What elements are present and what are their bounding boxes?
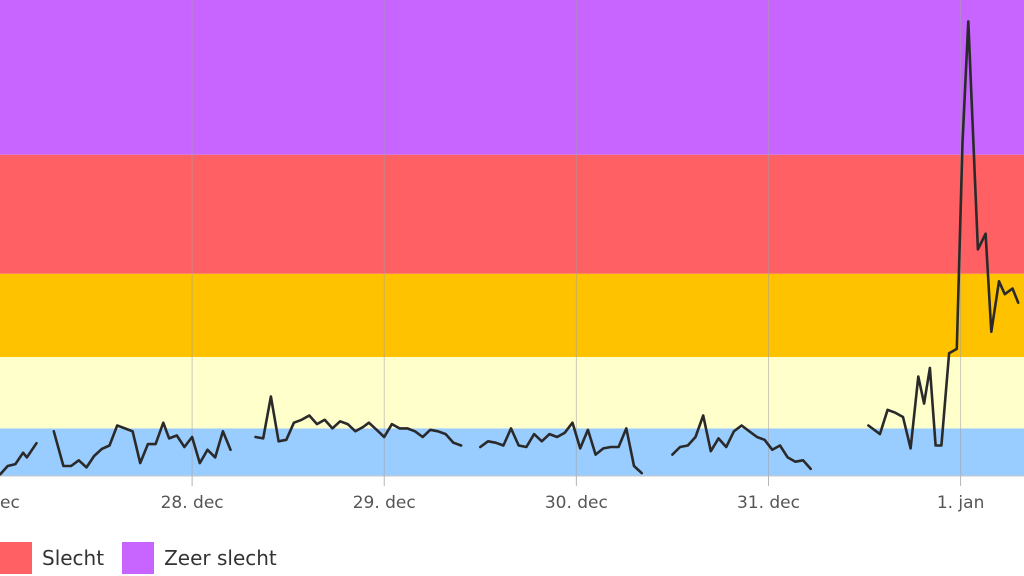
- band-layer: [0, 0, 1024, 476]
- band-0: [0, 428, 1024, 476]
- legend: Slecht Zeer slecht: [0, 540, 295, 576]
- legend-item-zeer-slecht[interactable]: Zeer slecht: [122, 542, 277, 574]
- legend-item-slecht[interactable]: Slecht: [0, 542, 104, 574]
- x-tick-label-2: 29. dec: [353, 493, 416, 513]
- series-line-segment-4: [671, 414, 812, 471]
- series-line-segment-2: [254, 395, 463, 447]
- series-line-layer: [0, 20, 1020, 476]
- x-tick-label-0: ec: [0, 493, 20, 513]
- legend-label-zeer-slecht: Zeer slecht: [164, 546, 277, 570]
- band-4: [0, 0, 1024, 155]
- series-line-segment-0: [0, 441, 38, 476]
- x-tick-label-3: 30. dec: [545, 493, 608, 513]
- series-line-segment-3: [479, 421, 643, 475]
- band-1: [0, 357, 1024, 429]
- legend-swatch-slecht: [0, 542, 32, 574]
- legend-label-slecht: Slecht: [42, 546, 105, 570]
- legend-swatch-zeer-slecht: [122, 542, 155, 574]
- x-tick-label-5: 1. jan: [937, 493, 985, 513]
- x-tick-label-4: 31. dec: [737, 493, 800, 513]
- x-axis: ec 28. dec 29. dec 30. dec 31. dec 1. jan: [0, 476, 984, 513]
- band-2: [0, 273, 1024, 357]
- x-tick-label-1: 28. dec: [161, 493, 224, 513]
- band-3: [0, 154, 1024, 274]
- series-line-segment-1: [52, 421, 232, 469]
- series-line-segment-5: [867, 20, 1020, 450]
